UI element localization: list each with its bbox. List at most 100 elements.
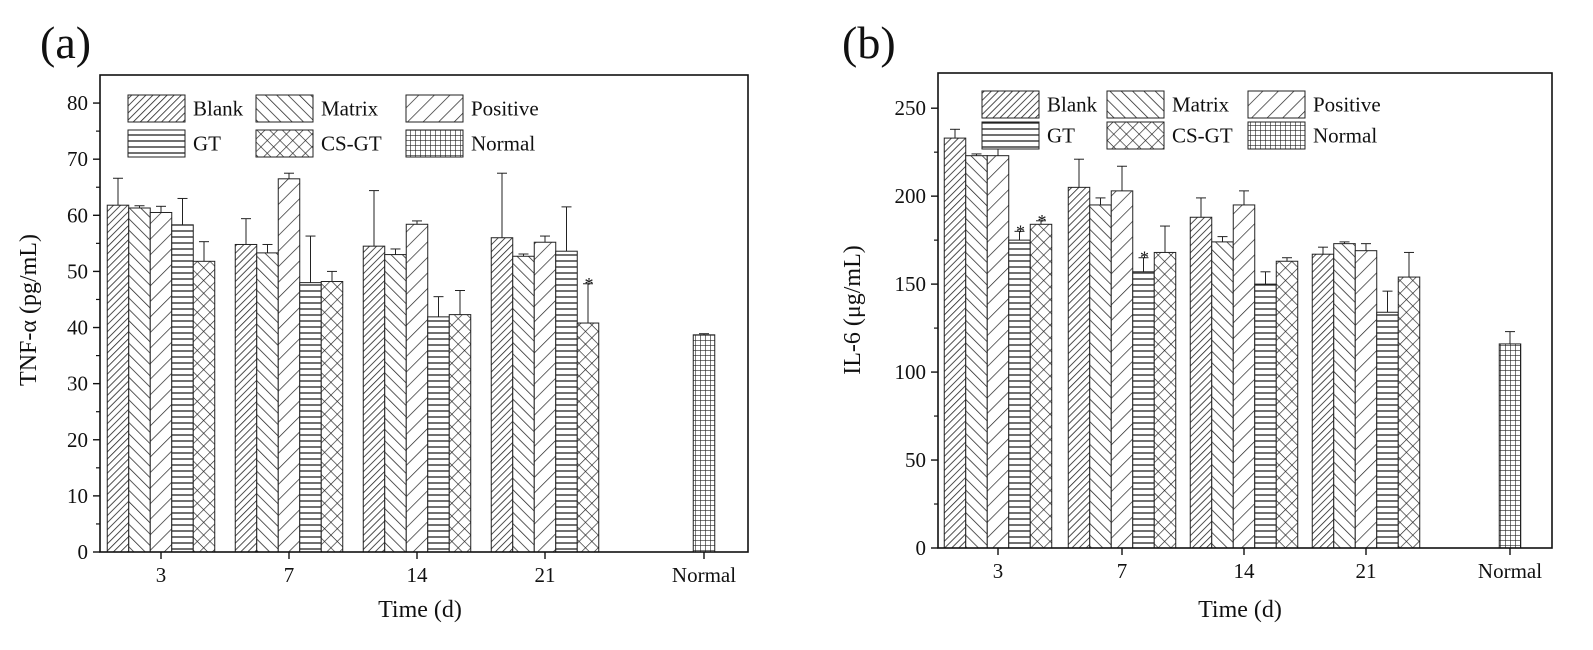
bar-positive-14 (405, 223, 429, 553)
bar-csgt-3 (1029, 223, 1053, 549)
panel-label: (b) (842, 17, 896, 68)
bar-positive-3 (149, 211, 173, 553)
legend-swatch-matrix (1106, 90, 1165, 119)
bar-matrix-14 (1211, 241, 1234, 549)
legend-label: Positive (471, 97, 539, 121)
legend-swatch-matrix (255, 94, 314, 123)
significance-star: * (1016, 221, 1025, 241)
bar-blank-14 (362, 245, 386, 553)
bars: * (106, 172, 716, 553)
plot-frame (99, 74, 749, 553)
legend-label: GT (1047, 124, 1075, 148)
legend-item: Matrix (1106, 90, 1230, 119)
bar-matrix-7 (256, 252, 279, 553)
legend: Blank Matrix Positive GT CS-GT Normal (981, 90, 1381, 150)
panel-a: (a) * 0 10 20 30 40 50 60 70 80 3 7 14 21 Normal Time (d… (16, 17, 749, 623)
bar-csgt-21 (576, 322, 600, 553)
y-tick-label: 30 (67, 372, 88, 396)
y-axis: 0 50 100 150 200 250 (895, 96, 938, 560)
y-tick-label: 250 (895, 96, 927, 120)
y-tick-label: 0 (916, 536, 927, 560)
bar-blank-14 (1189, 216, 1213, 549)
x-tick-label: 14 (407, 563, 429, 587)
y-tick-label: 20 (67, 428, 88, 452)
bar-blank-21 (1311, 253, 1335, 549)
bar-normal-Normal (692, 334, 716, 553)
x-tick-label: 7 (1117, 559, 1128, 583)
legend-item: Positive (1247, 90, 1381, 119)
legend-swatch-normal (405, 129, 464, 158)
legend-label: Normal (471, 132, 535, 156)
x-axis-title: Time (d) (1198, 597, 1282, 623)
bar-blank-7 (1067, 186, 1091, 549)
legend-label: CS-GT (1172, 124, 1233, 148)
x-tick-label: Normal (1478, 559, 1542, 583)
bar-gt-21 (555, 250, 578, 553)
legend-label: Normal (1313, 124, 1377, 148)
bar-matrix-3 (965, 155, 988, 549)
legend-label: Matrix (321, 97, 379, 121)
legend-swatch-csgt (1106, 121, 1165, 150)
legend-swatch-blank (981, 90, 1040, 119)
bar-blank-3 (943, 137, 967, 549)
y-axis-title: IL-6 (μg/mL) (840, 245, 866, 375)
bars: * * * (943, 128, 1522, 549)
bar-normal-Normal (1498, 343, 1522, 549)
y-tick-label: 70 (67, 147, 88, 171)
x-axis: 3 7 14 21 Normal (993, 548, 1542, 583)
bar-positive-7 (1110, 190, 1134, 549)
legend-swatch-gt (127, 129, 186, 158)
bar-gt-3 (1008, 239, 1031, 549)
bar-blank-21 (490, 237, 514, 553)
bar-matrix-7 (1089, 204, 1112, 549)
bar-positive-21 (1354, 250, 1378, 549)
x-tick-label: Normal (672, 563, 736, 587)
bar-matrix-21 (512, 255, 535, 553)
y-axis: 0 10 20 30 40 50 60 70 80 (67, 91, 100, 564)
bar-blank-3 (106, 204, 130, 553)
legend-swatch-positive (405, 94, 464, 123)
legend-item: GT (981, 121, 1075, 150)
panel-label: (a) (40, 17, 91, 68)
plot-frame (937, 72, 1553, 549)
x-axis-title: Time (d) (378, 597, 462, 623)
legend-item: CS-GT (255, 129, 382, 158)
legend-label: GT (193, 132, 221, 156)
bar-csgt-21 (1397, 276, 1421, 549)
x-tick-label: 21 (1356, 559, 1377, 583)
legend-label: Matrix (1172, 93, 1230, 117)
x-tick-label: 7 (284, 563, 295, 587)
legend-item: Normal (405, 129, 535, 158)
x-tick-label: 3 (993, 559, 1004, 583)
x-tick-label: 3 (156, 563, 167, 587)
y-tick-label: 100 (895, 360, 927, 384)
y-tick-label: 50 (905, 448, 926, 472)
legend-label: Blank (1047, 93, 1098, 117)
bar-positive-3 (986, 155, 1010, 549)
legend-item: Matrix (255, 94, 379, 123)
legend-label: Positive (1313, 93, 1381, 117)
bar-positive-14 (1232, 204, 1256, 549)
legend-label: Blank (193, 97, 244, 121)
bar-gt-7 (1132, 271, 1155, 549)
bar-gt-7 (299, 282, 322, 553)
y-axis-title: TNF-α (pg/mL) (16, 234, 42, 386)
legend-item: Blank (981, 90, 1098, 119)
panel-b: (b) * * * 0 50 100 150 200 250 3 7 14 21 Normal Time (d… (840, 17, 1553, 623)
legend-swatch-gt (981, 121, 1040, 150)
y-tick-label: 80 (67, 91, 88, 115)
bar-csgt-14 (448, 314, 472, 553)
y-tick-label: 150 (895, 272, 927, 296)
bar-matrix-3 (128, 207, 151, 553)
bar-csgt-7 (1153, 251, 1177, 549)
significance-star: * (1038, 211, 1047, 231)
bar-gt-3 (171, 224, 194, 553)
y-tick-label: 60 (67, 203, 88, 227)
legend-item: Normal (1247, 121, 1377, 150)
y-tick-label: 200 (895, 184, 927, 208)
bar-csgt-14 (1275, 260, 1299, 549)
bar-csgt-3 (192, 260, 216, 553)
x-tick-label: 21 (535, 563, 556, 587)
y-tick-label: 50 (67, 259, 88, 283)
bar-positive-7 (277, 178, 301, 553)
